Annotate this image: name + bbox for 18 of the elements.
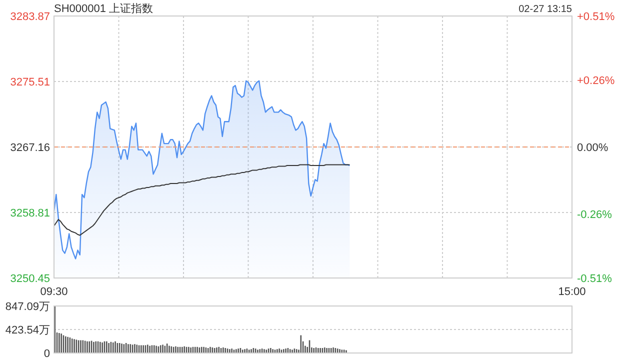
line-series (54, 164, 350, 236)
y-tick-label: 3275.51 (10, 76, 50, 89)
y-tick-label: 3267.16 (10, 142, 50, 154)
y-tick-label: 0 (44, 348, 50, 360)
y-tick-label: 3283.87 (10, 11, 50, 23)
y-tick-label: 3258.81 (10, 207, 50, 220)
y2-tick-label: 0.00% (577, 142, 608, 154)
y2-tick-label: +0.51% (577, 11, 615, 23)
x-tick-label: 15:00 (558, 286, 586, 298)
chart-title: SH000001 上证指数 (54, 2, 154, 15)
y-tick-label: 423.54万 (5, 324, 50, 336)
y2-tick-label: +0.26% (577, 75, 615, 88)
y2-tick-label: -0.26% (577, 208, 612, 221)
x-tick-label: 09:30 (40, 286, 68, 298)
chart-subtitle: 02-27 13:15 (518, 4, 572, 15)
y-tick-label: 3250.45 (10, 273, 50, 285)
y-tick-label: 847.09万 (5, 301, 50, 313)
y2-tick-label: -0.51% (577, 273, 612, 285)
